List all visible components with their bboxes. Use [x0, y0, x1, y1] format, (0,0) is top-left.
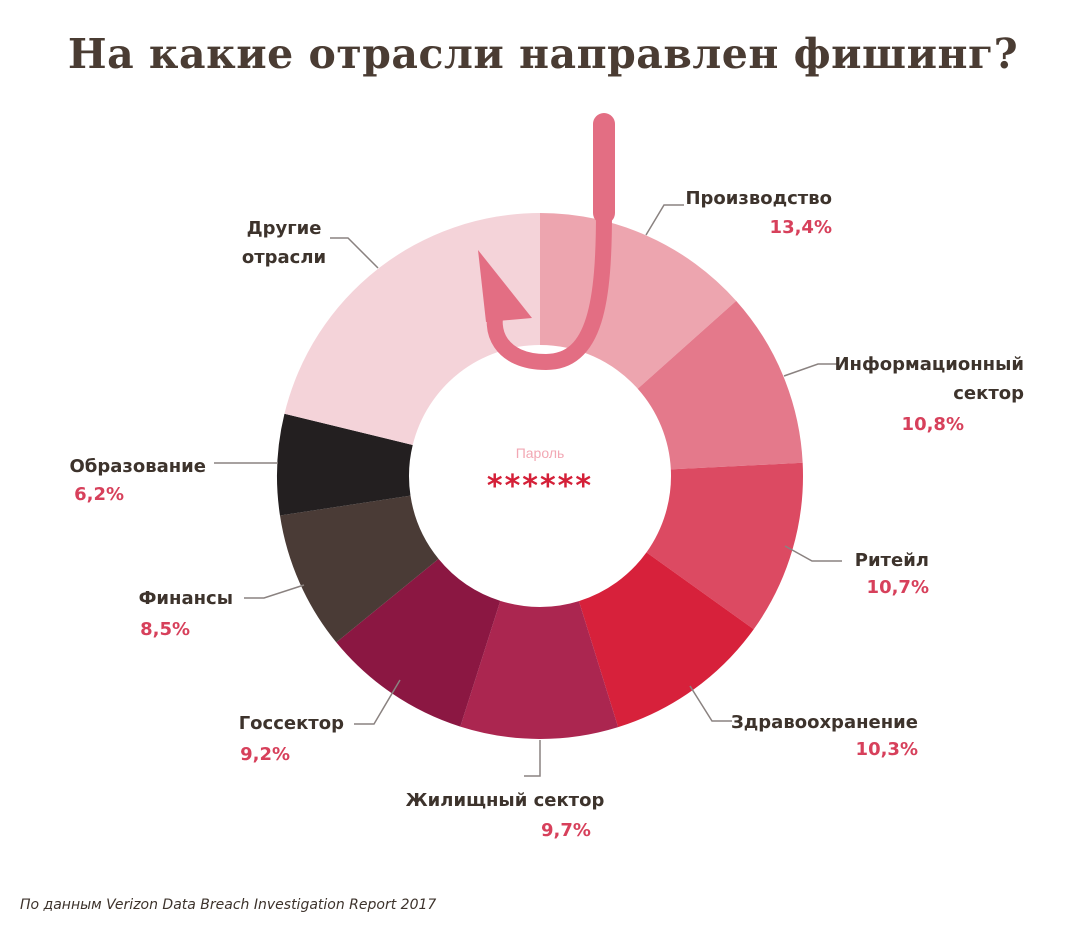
password-arrow-icon [478, 113, 615, 371]
slice-value: 10,7% [867, 577, 929, 598]
slice-label: Здравоохранение [731, 712, 918, 733]
leader-line [784, 545, 842, 562]
donut-slice [646, 462, 804, 630]
slice-label: Информационный сектор [834, 354, 1024, 404]
leader-line [244, 584, 305, 599]
leader-line [524, 740, 541, 777]
slice-label: Жилищный сектор [406, 790, 605, 811]
slice-label: Госсектор [239, 713, 344, 734]
slice-label: Производство [685, 188, 832, 209]
slice-value: 8,5% [140, 619, 190, 640]
donut-slice [460, 600, 619, 739]
leader-line [689, 685, 732, 722]
slice-label: Другие отрасли [242, 218, 326, 268]
donut-slice [578, 552, 754, 728]
slice-label: Финансы [139, 588, 233, 609]
slice-value: 9,2% [240, 744, 290, 765]
donut-slice [279, 495, 439, 643]
leader-lines [214, 204, 842, 777]
donut-slices [277, 213, 804, 739]
chart-title: На какие отрасли направлен фишинг? [67, 30, 1019, 78]
leader-line [330, 237, 379, 269]
slice-value: 10,3% [856, 739, 918, 760]
leader-line [645, 204, 684, 236]
slice-value: 9,7% [541, 820, 591, 841]
leader-line [354, 679, 401, 725]
leader-line [783, 363, 838, 377]
donut-slice [277, 413, 413, 516]
source-note: По данным Verizon Data Breach Investigat… [20, 897, 437, 913]
donut-slice [637, 300, 803, 470]
slice-labels: Производство 13,4% Информационный сектор 10,… [69, 188, 1024, 841]
slice-label: Ритейл [855, 550, 929, 571]
slice-value: 6,2% [74, 484, 124, 505]
arrow-curve [486, 204, 612, 371]
arrow-head [478, 250, 532, 322]
donut-slice [336, 558, 501, 727]
slice-value: 10,8% [902, 414, 964, 435]
donut-slice [284, 213, 540, 446]
slice-label: Образование [69, 456, 206, 477]
center-label: Пароль [516, 445, 565, 461]
slice-value: 13,4% [770, 217, 832, 238]
center-password-stars: ****** [487, 469, 593, 504]
